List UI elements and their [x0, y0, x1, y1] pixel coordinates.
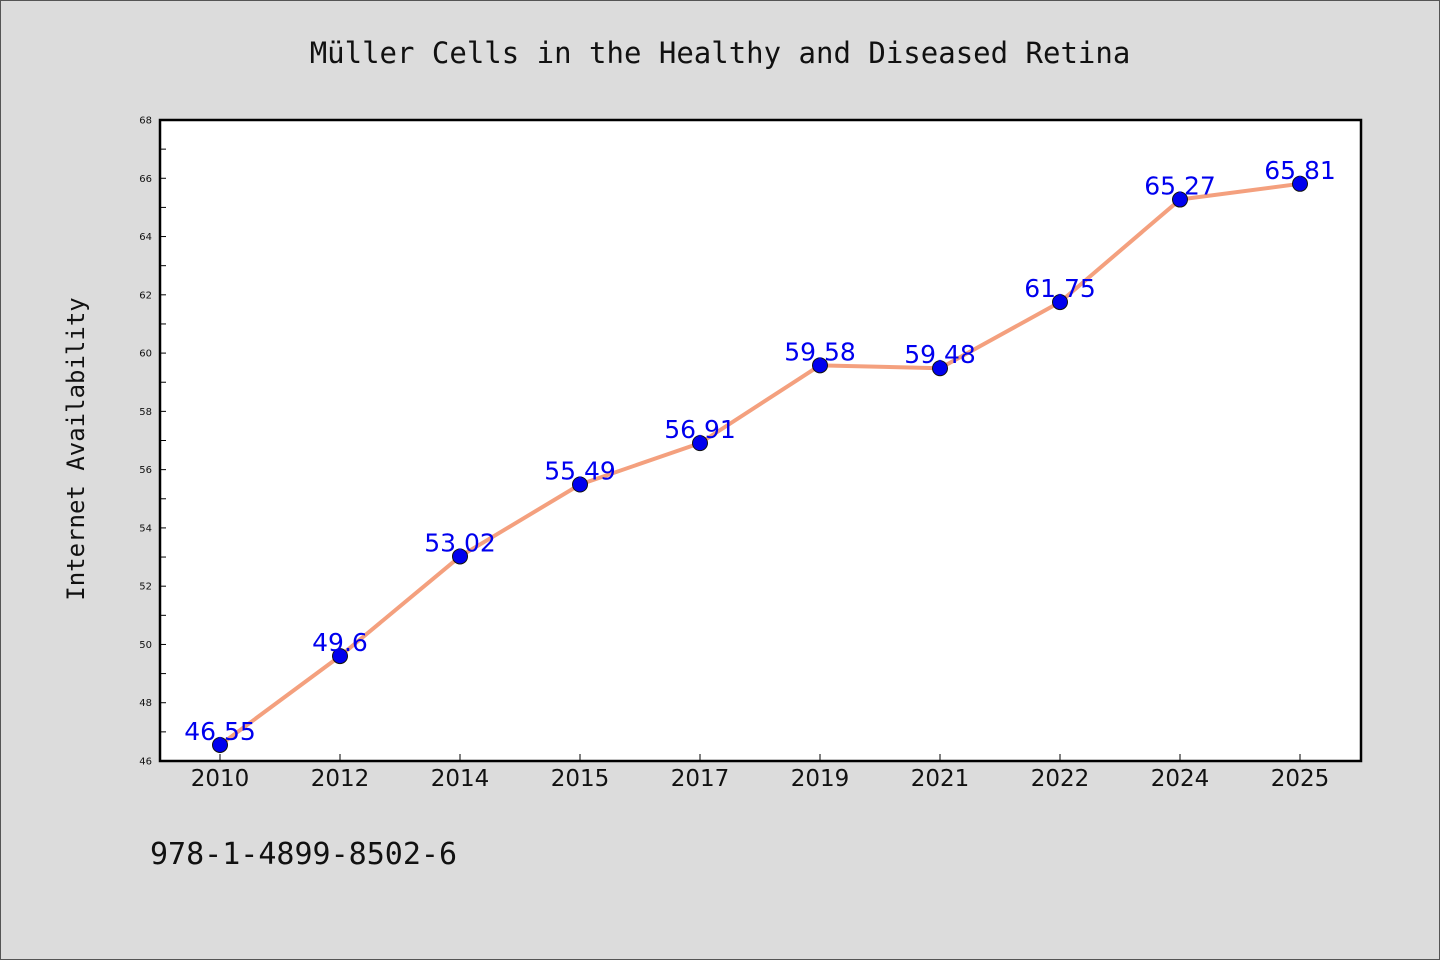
x-tick-label: 2022: [1031, 766, 1090, 792]
series-group: 46.55 49.6 53.02 55.49 56.91 59.58 59.48 61.75 6…: [184, 156, 1336, 753]
x-tick-label: 2021: [911, 766, 970, 792]
data-label: 56.91: [664, 415, 736, 444]
data-point: [1292, 175, 1308, 192]
y-tick-label: 68: [139, 116, 152, 127]
y-axis-label: Internet Availability: [62, 297, 90, 600]
y-tick-label: 54: [139, 523, 152, 534]
data-point: [212, 736, 228, 753]
x-tick-label: 2015: [551, 766, 610, 792]
data-point: [812, 357, 828, 374]
plot-area: [158, 118, 1363, 763]
data-label: 59.48: [904, 340, 976, 369]
x-tick-label: 2025: [1271, 766, 1330, 792]
x-tick-label: 2014: [431, 766, 490, 792]
data-label: 49.6: [312, 628, 368, 657]
x-tick-label: 2024: [1151, 766, 1210, 792]
y-tick-label: 52: [139, 582, 152, 593]
footer-isbn: 978-1-4899-8502-6: [150, 837, 457, 872]
y-axis: 46 48 50 52 54 56 58 60 62 64 66 68: [139, 116, 166, 768]
data-label: 65.27: [1144, 172, 1216, 201]
y-tick-label: 58: [139, 407, 152, 418]
data-label: 59.58: [784, 337, 856, 366]
y-tick-label: 62: [139, 290, 152, 301]
y-tick-label: 50: [139, 640, 152, 651]
chart-title: Müller Cells in the Healthy and Diseased…: [310, 36, 1131, 70]
x-tick-label: 2012: [311, 766, 370, 792]
data-label: 55.49: [544, 456, 616, 485]
y-tick-label: 48: [139, 698, 152, 709]
x-tick-label: 2019: [791, 766, 850, 792]
data-point: [932, 360, 948, 377]
data-label: 53.02: [424, 528, 496, 557]
y-tick-label: 46: [139, 757, 152, 768]
data-point: [1052, 294, 1068, 311]
y-tick-label: 56: [139, 465, 152, 476]
data-point: [332, 648, 348, 665]
series-line: [218, 181, 1301, 747]
data-point: [452, 548, 468, 565]
data-label: 61.75: [1024, 274, 1096, 303]
data-point: [692, 435, 708, 452]
data-point: [572, 476, 588, 493]
x-tick-label: 2017: [671, 766, 730, 792]
data-label: 65.81: [1264, 156, 1336, 185]
y-tick-label: 66: [139, 174, 152, 185]
x-axis: 2010 2012 2014 2015 2017 2019 2021 2022 2024 2025: [191, 754, 1330, 792]
data-label: 46.55: [184, 717, 256, 746]
data-point: [1172, 191, 1188, 208]
y-tick-label: 64: [139, 232, 152, 243]
y-tick-label: 60: [139, 349, 152, 360]
x-tick-label: 2010: [191, 766, 250, 792]
